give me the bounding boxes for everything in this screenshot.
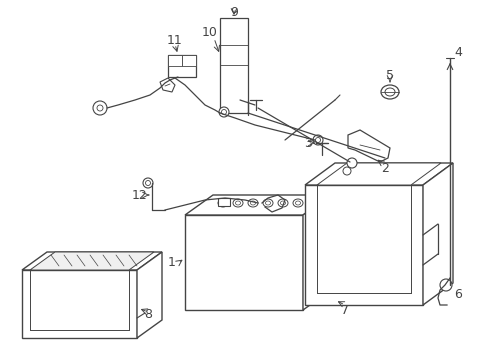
Text: 9: 9 [229, 5, 238, 18]
Ellipse shape [247, 199, 258, 207]
Ellipse shape [93, 101, 107, 115]
Text: 7: 7 [340, 303, 348, 316]
Bar [218, 198, 229, 206]
Ellipse shape [346, 158, 356, 168]
Polygon shape [422, 163, 452, 305]
Ellipse shape [295, 201, 300, 205]
Text: 11: 11 [167, 33, 183, 46]
Ellipse shape [221, 109, 226, 114]
Text: 5: 5 [385, 68, 393, 81]
Polygon shape [184, 215, 303, 310]
Ellipse shape [219, 107, 228, 117]
Ellipse shape [220, 201, 225, 205]
Ellipse shape [259, 201, 264, 206]
Bar [168, 55, 182, 66]
Text: 3: 3 [304, 136, 311, 149]
Polygon shape [22, 270, 137, 338]
Polygon shape [303, 195, 330, 310]
Text: 2: 2 [380, 162, 388, 175]
Ellipse shape [257, 198, 266, 208]
Ellipse shape [312, 135, 323, 145]
Ellipse shape [380, 85, 398, 99]
Polygon shape [22, 252, 162, 270]
Bar [310, 198, 323, 206]
Text: 10: 10 [202, 26, 218, 39]
Ellipse shape [263, 199, 272, 207]
Polygon shape [347, 130, 389, 162]
Polygon shape [137, 252, 162, 338]
Bar [168, 55, 196, 77]
Ellipse shape [292, 199, 303, 207]
Text: 12: 12 [132, 189, 147, 202]
Text: 8: 8 [143, 309, 152, 321]
Polygon shape [160, 78, 175, 92]
Polygon shape [316, 163, 440, 185]
Text: 1: 1 [168, 256, 176, 270]
Ellipse shape [218, 199, 227, 207]
Polygon shape [184, 195, 330, 215]
Ellipse shape [280, 201, 285, 205]
Ellipse shape [142, 178, 153, 188]
Ellipse shape [145, 180, 150, 185]
Text: 6: 6 [453, 288, 461, 302]
Bar [220, 18, 247, 113]
Ellipse shape [235, 201, 240, 205]
Ellipse shape [439, 279, 451, 291]
Polygon shape [305, 185, 422, 305]
Ellipse shape [265, 201, 270, 205]
Bar [182, 55, 196, 66]
Ellipse shape [278, 199, 287, 207]
Text: 4: 4 [453, 45, 461, 59]
Ellipse shape [315, 138, 320, 143]
Ellipse shape [342, 167, 350, 175]
Ellipse shape [250, 201, 255, 205]
Ellipse shape [384, 88, 394, 96]
Ellipse shape [97, 105, 103, 111]
Polygon shape [305, 163, 452, 185]
Polygon shape [30, 252, 154, 270]
Ellipse shape [232, 199, 243, 207]
